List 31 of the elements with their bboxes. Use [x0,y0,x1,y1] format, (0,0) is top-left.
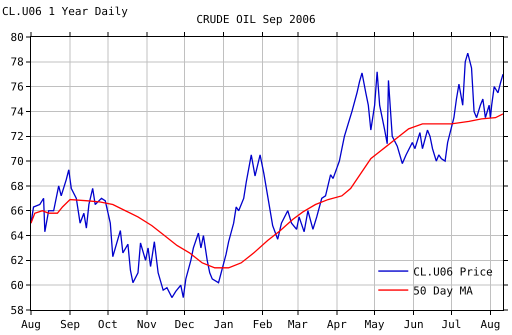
x-tick-label: Jul [441,318,462,332]
x-tick-label: Oct [98,318,118,332]
y-tick-label: 72 [10,130,24,144]
y-tick-label: 76 [10,80,24,94]
x-tick-label: Aug [21,318,41,332]
line-series [31,52,503,298]
x-tick-label: Jun [404,318,424,332]
y-tick-label: 60 [10,279,24,292]
x-tick-label: Mar [288,318,308,332]
chart-title: CRUDE OIL Sep 2006 [196,12,316,26]
x-tick-label: Jan [214,318,234,332]
x-tick-label: Sep [60,318,80,332]
legend-label: 50 Day MA [413,284,474,298]
y-tick-label: 66 [10,204,24,218]
x-tick-label: Apr [326,318,348,332]
y-tick-label: 62 [10,254,24,268]
y-tick-label: 74 [10,105,24,118]
x-tick-label: Feb [252,318,273,332]
x-tick-label: Dec [174,318,194,332]
y-tick-label: 58 [10,304,24,317]
legend-label: CL.U06 Price [413,265,493,278]
x-tick-label: Nov [136,318,158,332]
line-series [31,113,503,268]
x-tick-label: Aug [480,318,500,332]
x-tick-label: May [364,318,385,332]
y-tick-label: 70 [10,154,24,168]
y-tick-label: 64 [10,229,24,242]
y-tick-label: 68 [10,180,24,193]
y-tick-label: 78 [10,56,24,69]
chart-subtitle: CL.U06 1 Year Daily [2,5,128,18]
y-tick-label: 80 [10,30,24,44]
